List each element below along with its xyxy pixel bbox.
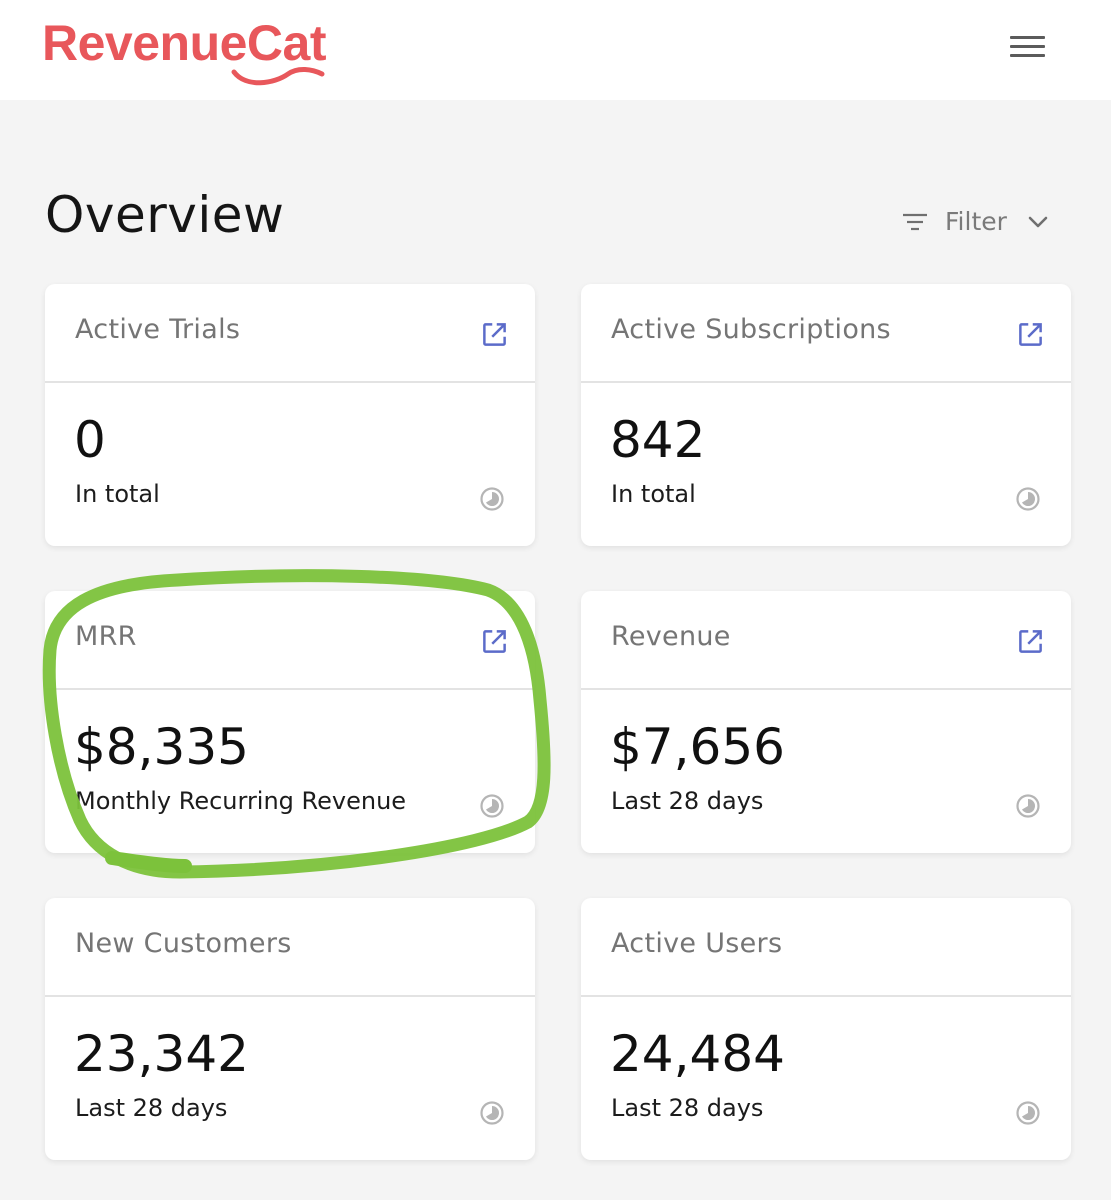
card-subtitle: Last 28 days (611, 787, 764, 815)
clock-icon (1016, 794, 1040, 818)
card-subtitle: In total (75, 480, 160, 508)
card-subtitle: In total (611, 480, 696, 508)
card-active-users: Active Users 24,484 Last 28 days (581, 898, 1071, 1160)
card-subtitle: Monthly Recurring Revenue (75, 787, 407, 815)
clock-icon (480, 487, 504, 511)
card-new-customers: New Customers 23,342 Last 28 days (45, 898, 535, 1160)
card-header: Active Trials (45, 284, 535, 383)
card-value: 842 (610, 411, 706, 469)
card-title: Revenue (611, 621, 731, 652)
clock-icon (480, 794, 504, 818)
external-link-icon[interactable] (1017, 628, 1044, 655)
card-title: New Customers (75, 928, 292, 959)
filter-lines-icon (903, 213, 927, 231)
card-value: $7,656 (610, 718, 785, 776)
top-navigation-bar: RevenueCat (0, 0, 1111, 100)
filter-dropdown-button[interactable]: Filter (898, 200, 1058, 244)
card-header: MRR (45, 591, 535, 690)
hamburger-menu-icon-bar (1010, 54, 1045, 57)
external-link-icon[interactable] (481, 321, 508, 348)
card-active-trials: Active Trials 0 In total (45, 284, 535, 546)
filter-label: Filter (945, 207, 1007, 236)
card-header: Active Subscriptions (581, 284, 1071, 383)
card-header: Active Users (581, 898, 1071, 997)
card-revenue: Revenue $7,656 Last 28 days (581, 591, 1071, 853)
card-value: 23,342 (74, 1025, 249, 1083)
clock-icon (1016, 1101, 1040, 1125)
chevron-down-icon (1028, 216, 1048, 228)
card-title: Active Trials (75, 314, 241, 345)
hamburger-menu-button[interactable] (1005, 30, 1049, 64)
clock-icon (480, 1101, 504, 1125)
page-title: Overview (45, 186, 285, 244)
hamburger-menu-icon-bar (1010, 45, 1045, 48)
card-value: 24,484 (610, 1025, 785, 1083)
card-title: Active Subscriptions (611, 314, 891, 345)
card-subtitle: Last 28 days (75, 1094, 228, 1122)
card-header: New Customers (45, 898, 535, 997)
card-value: 0 (74, 411, 106, 469)
hamburger-menu-icon (1010, 36, 1045, 39)
card-value: $8,335 (74, 718, 249, 776)
brand-logo[interactable]: RevenueCat (42, 15, 327, 71)
card-mrr: MRR $8,335 Monthly Recurring Revenue (45, 591, 535, 853)
logo-cat-tail-icon (231, 67, 325, 86)
card-header: Revenue (581, 591, 1071, 690)
clock-icon (1016, 487, 1040, 511)
external-link-icon[interactable] (1017, 321, 1044, 348)
card-subtitle: Last 28 days (611, 1094, 764, 1122)
external-link-icon[interactable] (481, 628, 508, 655)
card-title: MRR (75, 621, 137, 652)
card-active-subscriptions: Active Subscriptions 842 In total (581, 284, 1071, 546)
card-title: Active Users (611, 928, 783, 959)
